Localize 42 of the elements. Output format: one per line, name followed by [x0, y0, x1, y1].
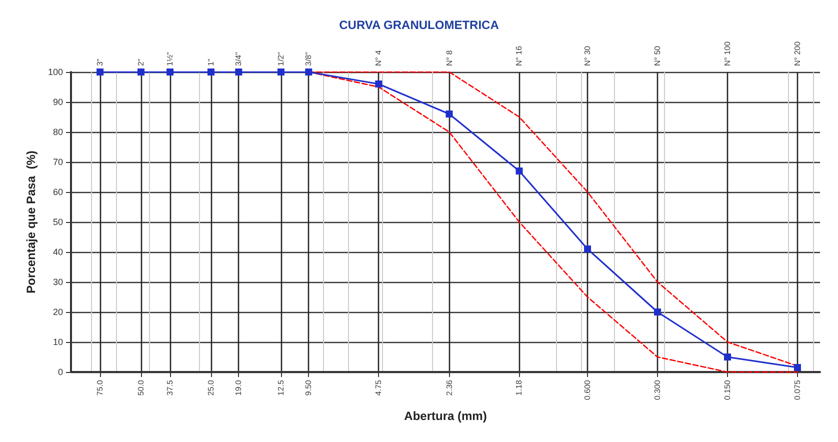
x-axis-title: Abertura (mm): [404, 409, 487, 423]
x-tick-label: 2.36: [444, 379, 454, 396]
y-tick-label: 50: [52, 217, 63, 227]
text: 1/2": [276, 52, 286, 66]
y-tick-label: 60: [52, 187, 63, 197]
y-tick-label: 20: [52, 307, 63, 317]
y-tick-label: 0: [58, 367, 63, 377]
y-tick-label: 40: [52, 247, 63, 257]
text: N° 16: [514, 45, 524, 66]
x-tick-label: 75.0: [96, 379, 105, 396]
text: N° 200: [792, 40, 802, 66]
text: N° 100: [722, 40, 732, 66]
y-tick-label: 30: [52, 277, 63, 287]
x-tick-label: 0.300: [653, 379, 662, 400]
x-tick-label: 37.5: [166, 379, 175, 396]
text: N° 50: [653, 45, 662, 66]
y-axis-title: Porcentaje que Pasa (%): [24, 150, 38, 294]
text: 1½": [166, 52, 175, 66]
y-tick-label: 90: [52, 97, 63, 107]
x-tick-label: 4.75: [374, 379, 384, 396]
x-tick-label: 0.150: [722, 379, 732, 400]
x-tick-label: 9.50: [304, 379, 314, 396]
text: 3/4": [234, 52, 244, 66]
y-tick-label: 10: [52, 337, 63, 347]
text: N° 4: [374, 50, 384, 66]
text: N° 8: [444, 50, 454, 66]
chart-title: CURVA GRANULOMETRICA: [339, 18, 500, 32]
x-tick-label: 25.0: [206, 379, 216, 396]
text: N° 30: [583, 45, 592, 66]
text: 1": [206, 58, 216, 66]
x-tick-label: 50.0: [136, 379, 146, 396]
x-tick-label: 19.0: [234, 379, 244, 396]
y-tick-label: 80: [52, 127, 63, 137]
y-tick-label: 100: [48, 67, 63, 77]
x-tick-label: 1.18: [514, 379, 524, 396]
x-tick-label: 12.5: [276, 379, 286, 396]
x-tick-label: 0.600: [583, 379, 592, 400]
text: 3": [96, 58, 105, 66]
text: 3/8": [304, 52, 314, 66]
text: 2": [136, 58, 146, 66]
x-tick-label: 0.075: [792, 379, 802, 400]
y-tick-label: 70: [52, 157, 63, 167]
